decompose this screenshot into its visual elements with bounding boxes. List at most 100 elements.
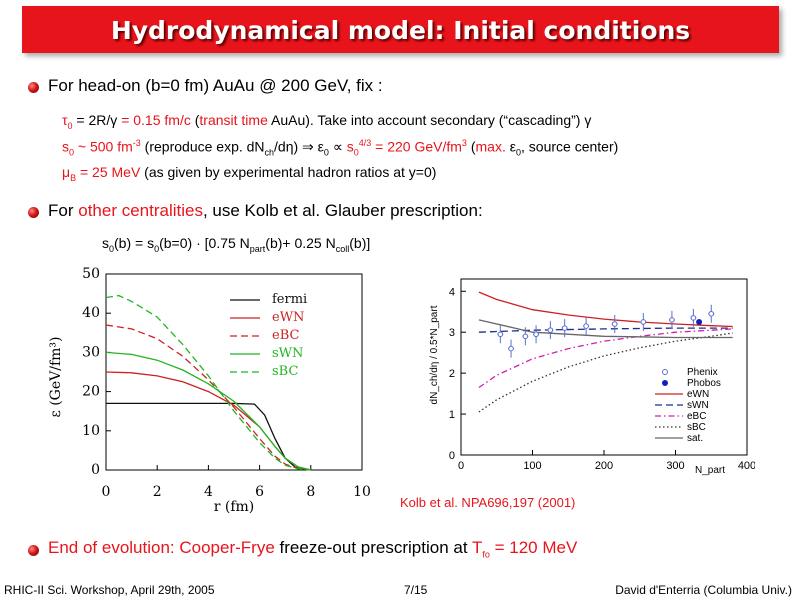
s0-a-sub: 0 [69, 147, 75, 158]
data-point-phenix-marker [533, 331, 539, 338]
series-line-swn [105, 351, 311, 471]
y-tick-label: 0 [449, 450, 455, 462]
b3-value: = 120 MeV [489, 538, 578, 557]
f-lb: [ [204, 235, 209, 251]
x-tick-label: 8 [306, 484, 315, 500]
legend-marker [662, 369, 668, 375]
mu-sub: B [70, 172, 77, 183]
x-tick-label: 0 [102, 484, 111, 500]
mu-value: = 25 MeV [76, 164, 141, 180]
f-d: 0.75 N [208, 235, 250, 251]
x-tick-label: 200 [595, 460, 613, 472]
legend-label: eBC [687, 411, 706, 422]
mu-line: μB = 25 MeV (as given by experimental ha… [62, 164, 436, 183]
footer-workshop: RHIC-II Sci. Workshop, April 29th, 2005 [4, 583, 215, 597]
legend-label: eWN [272, 310, 304, 325]
footer-author: David d'Enterria (Columbia Univ.) [615, 583, 792, 597]
s0-h: ( [466, 138, 476, 155]
slide-title: Hydrodynamical model: Initial conditions [110, 16, 691, 45]
s0-c-sub: ch [264, 147, 275, 158]
legend-label: sat. [687, 433, 703, 444]
s0-energy: = 220 GeV/fm [371, 138, 462, 155]
y-tick-label: 20 [82, 384, 100, 400]
data-point-phenix-marker [611, 321, 618, 327]
s0-line: s0 ~ 500 fm-3 (reproduce exp. dNch/dη) ⇒… [62, 138, 618, 157]
y-tick-label: 2 [449, 368, 455, 380]
tau-sub: 0 [67, 120, 73, 131]
b2-a: For [48, 201, 79, 220]
legend-label: Phenix [687, 367, 718, 378]
legend-label: sWN [687, 400, 709, 411]
series-line-ebc [478, 328, 733, 389]
s0-f-sub: 0 [353, 147, 359, 158]
f-b: (b) = s [114, 235, 155, 251]
data-point-phenix-marker [640, 319, 647, 325]
b3-b: freeze-out prescription at [274, 538, 472, 557]
bullet-1-text: For head-on (b=0 fm) AuAu @ 200 GeV, fix… [48, 76, 383, 95]
y-tick-label: 10 [82, 423, 100, 439]
legend-label: eWN [687, 389, 709, 400]
series-line-swn [478, 327, 733, 333]
y-axis-label: ε (GeV/fm³) [48, 337, 64, 418]
title-bar: Hydrodynamical model: Initial conditions [22, 6, 779, 53]
b3-t: T [471, 538, 483, 557]
s0-value: ~ 500 fm [74, 138, 133, 155]
f-e: (b)+ 0.25 N [265, 235, 336, 251]
x-tick-label: 400 [738, 460, 755, 472]
x-tick-label: 4 [204, 484, 213, 500]
s0-a: s [62, 138, 69, 155]
x-tick-label: 10 [353, 484, 371, 500]
series-line-ebc [105, 324, 311, 471]
tau-c: ( [190, 112, 200, 128]
f-b-sub: 0 [154, 243, 160, 254]
x-axis-label: N_part [695, 465, 725, 476]
series-line-sbc [105, 294, 311, 471]
data-point-phobos [696, 318, 703, 325]
y-tick-label: 3 [449, 327, 455, 339]
s0-c: (reproduce exp. dN [140, 138, 265, 155]
b2-centralities: other centralities [78, 201, 203, 220]
f-c: (b=0) [159, 235, 193, 251]
data-point-phenix-marker [547, 327, 554, 333]
f-dot: · [196, 235, 201, 251]
y-tick-label: 1 [449, 409, 455, 421]
tau-e: AuAu). Take into account secondary (“cas… [267, 112, 592, 128]
data-point-phenix-marker [561, 325, 568, 331]
s0-e: ∝ [328, 138, 347, 155]
s0-d-sub: 0 [323, 147, 329, 158]
series-line-sat [478, 319, 733, 339]
s0-max: max. [475, 138, 506, 155]
data-point-phenix-marker [690, 315, 697, 321]
legend-label: sBC [687, 422, 706, 433]
data-point-phenix-marker [669, 317, 675, 323]
data-point-phenix-marker [508, 345, 514, 352]
f-a: s [102, 235, 109, 251]
b2-c: , use Kolb et al. Glauber prescription: [202, 201, 483, 220]
series-line-ewn [478, 291, 733, 328]
legend-label: Phobos [687, 378, 721, 389]
s0-f: s [346, 138, 354, 155]
x-tick-label: 100 [523, 460, 541, 472]
bullet-icon [28, 545, 39, 556]
s0-d: /dη) ⇒ ε [274, 138, 324, 155]
bullet-3-text: End of evolution: Cooper-Frye freeze-out… [48, 538, 577, 559]
legend-label: sWN [272, 346, 303, 361]
bullet-icon [28, 207, 39, 218]
bullet-icon [28, 82, 39, 93]
y-axis-label: dN_ch/dη / 0.5*N_part [429, 305, 440, 404]
data-point-phenix-marker [522, 333, 529, 340]
legend-marker [662, 380, 668, 386]
multiplicity-vs-npart-chart: 0 100 200 300 400 0 1 2 3 4 N_part dN_ch/dη / 0.5*N… [429, 278, 755, 476]
x-tick-label: 6 [255, 484, 264, 500]
x-tick-label: 300 [666, 460, 684, 472]
b3-t-sub: fo [482, 549, 490, 560]
series-line-ewn [105, 371, 311, 471]
glauber-formula: s0(b) = s0(b=0) · [0.75 Npart(b)+ 0.25 N… [102, 235, 370, 254]
s0-value-sup: -3 [132, 138, 141, 148]
y-tick-label: 0 [91, 462, 100, 478]
tau-value: = 0.15 fm/c [121, 112, 191, 128]
energy-density-profile-chart: 0 2 4 6 8 10 0 10 20 30 40 50 r (fm) ε (GeV/fm³) fermi… [48, 266, 371, 515]
legend-label: sBC [272, 364, 298, 379]
b3-cooper-frye: End of evolution: Cooper-Frye [48, 538, 275, 557]
data-point-phenix-marker [708, 310, 715, 317]
